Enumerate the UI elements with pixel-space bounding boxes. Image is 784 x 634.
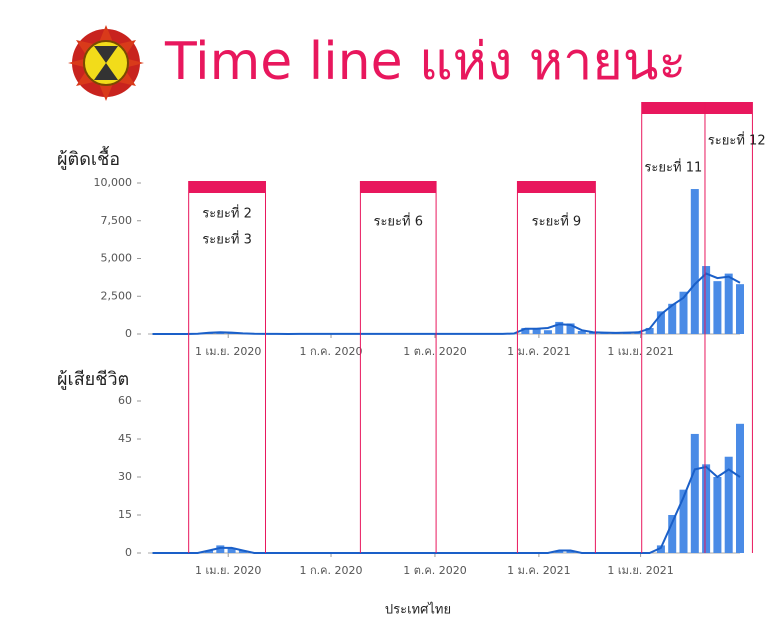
bar — [725, 274, 733, 334]
bar — [736, 284, 744, 334]
x-tick-label: 1 เม.ย. 2020 — [195, 345, 261, 358]
bar — [691, 189, 699, 334]
bar — [544, 330, 552, 334]
x-tick-label: 1 ม.ค. 2021 — [507, 345, 571, 358]
y-tick-label: 0 — [125, 327, 132, 340]
footer: ประเทศไทย — [385, 602, 451, 618]
period-label: ระยะที่ 3 — [202, 231, 252, 248]
trend-line — [153, 274, 741, 334]
period-header — [189, 181, 266, 193]
y-tick-label: 10,000 — [94, 176, 133, 189]
y-tick-label: 30 — [118, 470, 132, 483]
y-tick-label: 45 — [118, 432, 132, 445]
y-tick-label: 0 — [125, 546, 132, 559]
bar — [533, 329, 541, 334]
y-tick-label: 2,500 — [101, 289, 133, 302]
y-tick-label: 15 — [118, 508, 132, 521]
y-tick-label: 60 — [118, 394, 132, 407]
y-tick-label: 5,000 — [101, 252, 133, 265]
trend-line — [153, 467, 741, 553]
period-header — [642, 102, 753, 114]
logo — [68, 25, 144, 101]
page-title: Time line แห่ง หายนะ — [164, 32, 686, 92]
x-tick-label: 1 ก.ค. 2020 — [300, 564, 363, 577]
x-tick-label: 1 ก.ค. 2020 — [300, 345, 363, 358]
x-tick-label: 1 เม.ย. 2020 — [195, 564, 261, 577]
y-tick-label: 7,500 — [101, 214, 133, 227]
bar — [713, 281, 721, 334]
x-tick-label: 1 เม.ย. 2021 — [607, 345, 673, 358]
x-tick-label: 1 ต.ค. 2020 — [403, 345, 466, 358]
bar — [713, 477, 721, 553]
period-header — [517, 181, 595, 193]
x-tick-label: 1 ต.ค. 2020 — [403, 564, 466, 577]
y-axis-title: ผู้เสียชีวิต — [57, 369, 129, 390]
period-label: ระยะที่ 11 — [644, 159, 702, 176]
period-label: ระยะที่ 2 — [202, 205, 252, 222]
x-tick-label: 1 เม.ย. 2021 — [607, 564, 673, 577]
bar — [736, 424, 744, 553]
y-axis-title: ผู้ติดเชื้อ — [57, 146, 120, 170]
period-header — [360, 181, 436, 193]
bar — [702, 464, 710, 553]
bar — [691, 434, 699, 553]
period-label: ระยะที่ 6 — [373, 213, 423, 230]
x-tick-label: 1 ม.ค. 2021 — [507, 564, 571, 577]
period-label: ระยะที่ 9 — [532, 213, 582, 230]
period-label: ระยะที่ 12 — [708, 132, 766, 149]
